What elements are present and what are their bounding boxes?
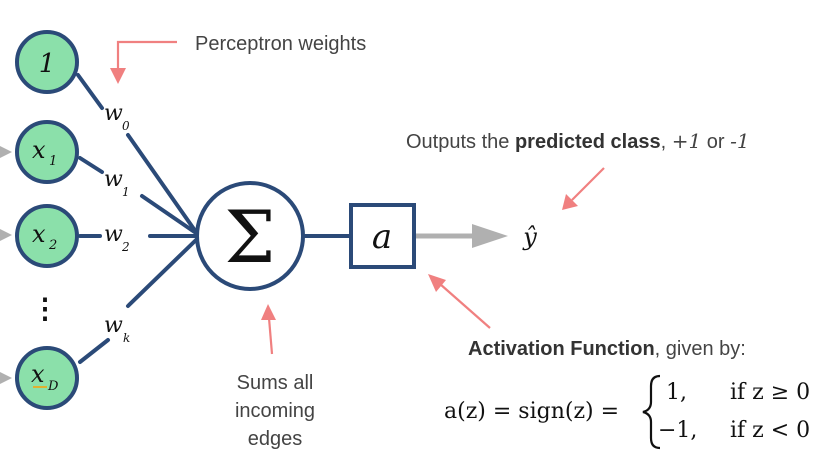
weight-label-wk: w k bbox=[104, 313, 130, 345]
incoming-arrow-x2 bbox=[0, 229, 12, 241]
weight-w0-base: w bbox=[104, 101, 123, 126]
weight-w2-base: w bbox=[104, 222, 123, 247]
annotation-activation: Activation Function, given by: bbox=[428, 274, 746, 360]
perceptron-weights-label: Perceptron weights bbox=[195, 33, 366, 55]
activation-box-rect bbox=[349, 203, 416, 269]
formula-lhs: a(z) = sign(z) = bbox=[444, 399, 619, 424]
input-node-x1: x 1 bbox=[15, 120, 79, 184]
incoming-arrow-xD bbox=[0, 372, 12, 384]
activation-rest: , given by: bbox=[655, 338, 746, 360]
outputs-arrowhead bbox=[562, 194, 578, 210]
edge-1-lower bbox=[140, 194, 198, 235]
edge-0-lower bbox=[126, 133, 198, 234]
perceptron-weights-arrow bbox=[116, 40, 177, 72]
outputs-label: Outputs the predicted class, +1 or -1 bbox=[406, 129, 750, 153]
edge-D-upper bbox=[126, 238, 198, 308]
input-node-bias: 1 bbox=[15, 30, 79, 94]
input-node-bias-circle bbox=[15, 30, 79, 94]
output-y-hat: ŷ bbox=[522, 223, 537, 251]
incoming-arrow-x1 bbox=[0, 146, 12, 158]
sums-arrow bbox=[267, 317, 274, 355]
weight-w1-base: w bbox=[104, 167, 123, 192]
input-label-x1: x bbox=[32, 136, 46, 164]
annotation-perceptron-weights: Perceptron weights bbox=[110, 33, 366, 84]
perceptron-weights-arrowhead bbox=[110, 68, 126, 84]
output-arrow bbox=[416, 224, 508, 248]
output-arrow-head bbox=[472, 224, 508, 248]
activation-label: Activation Function, given by: bbox=[468, 338, 746, 360]
vertical-ellipsis: ⋮ bbox=[31, 292, 59, 325]
weight-label-w2: w 2 bbox=[104, 222, 130, 254]
activation-arrow bbox=[439, 283, 491, 329]
sums-line-1: Sums all bbox=[237, 372, 314, 394]
weight-label-w0: w 0 bbox=[104, 101, 130, 133]
outputs-minus: -1 bbox=[730, 129, 749, 153]
outputs-plus: +1 bbox=[672, 129, 701, 153]
input-label-bias: 1 bbox=[39, 49, 56, 79]
activation-box: a bbox=[349, 203, 416, 269]
activation-bold: Activation Function bbox=[468, 338, 655, 360]
weight-wk-base: w bbox=[104, 313, 123, 338]
sum-node: Σ bbox=[195, 181, 305, 291]
weight-w2-sub: 2 bbox=[121, 240, 130, 254]
weight-w0-sub: 0 bbox=[122, 119, 130, 133]
input-node-xD-circle bbox=[15, 346, 79, 410]
input-sub-xD: D bbox=[47, 379, 59, 394]
input-sub-x2: 2 bbox=[48, 238, 57, 253]
formula-case1-condition: if z ≥ 0 bbox=[730, 380, 810, 405]
outputs-mid: , bbox=[661, 131, 672, 153]
edge-1-upper bbox=[78, 156, 104, 174]
edge-D-lower bbox=[78, 338, 110, 364]
outputs-or: or bbox=[701, 131, 730, 153]
annotation-sums: Sums all incoming edges bbox=[235, 304, 315, 450]
sums-arrowhead bbox=[261, 304, 276, 320]
activation-arrowhead bbox=[428, 274, 446, 292]
weight-w1-sub: 1 bbox=[122, 185, 130, 199]
input-node-x2-circle bbox=[15, 204, 79, 268]
outputs-arrow bbox=[571, 167, 605, 201]
incoming-arrows bbox=[0, 146, 12, 384]
outputs-prefix: Outputs the bbox=[406, 131, 515, 153]
input-label-xD: x bbox=[31, 360, 45, 388]
formula-brace bbox=[642, 374, 661, 450]
input-node-xD: x D bbox=[15, 346, 79, 410]
edge-0-upper bbox=[76, 73, 104, 110]
sum-symbol: Σ bbox=[225, 195, 276, 279]
input-node-x1-circle bbox=[15, 120, 79, 184]
weight-label-w1: w 1 bbox=[104, 167, 130, 199]
input-edges bbox=[76, 73, 198, 364]
formula-case2-value: −1, bbox=[658, 418, 697, 443]
activation-formula: a(z) = sign(z) = 1, if z ≥ 0 −1, if z < … bbox=[444, 374, 810, 450]
weight-wk-sub: k bbox=[123, 331, 130, 345]
input-node-x2: x 2 bbox=[15, 204, 79, 268]
sums-line-2: incoming bbox=[235, 400, 315, 422]
formula-case2-condition: if z < 0 bbox=[730, 418, 810, 443]
annotation-outputs: Outputs the predicted class, +1 or -1 bbox=[406, 129, 750, 210]
activation-symbol: a bbox=[372, 217, 392, 257]
outputs-bold: predicted class bbox=[515, 131, 661, 153]
input-sub-x1: 1 bbox=[49, 154, 57, 169]
sums-line-3: edges bbox=[248, 428, 303, 450]
input-label-x2: x bbox=[32, 220, 46, 248]
formula-case1-value: 1, bbox=[666, 380, 687, 405]
